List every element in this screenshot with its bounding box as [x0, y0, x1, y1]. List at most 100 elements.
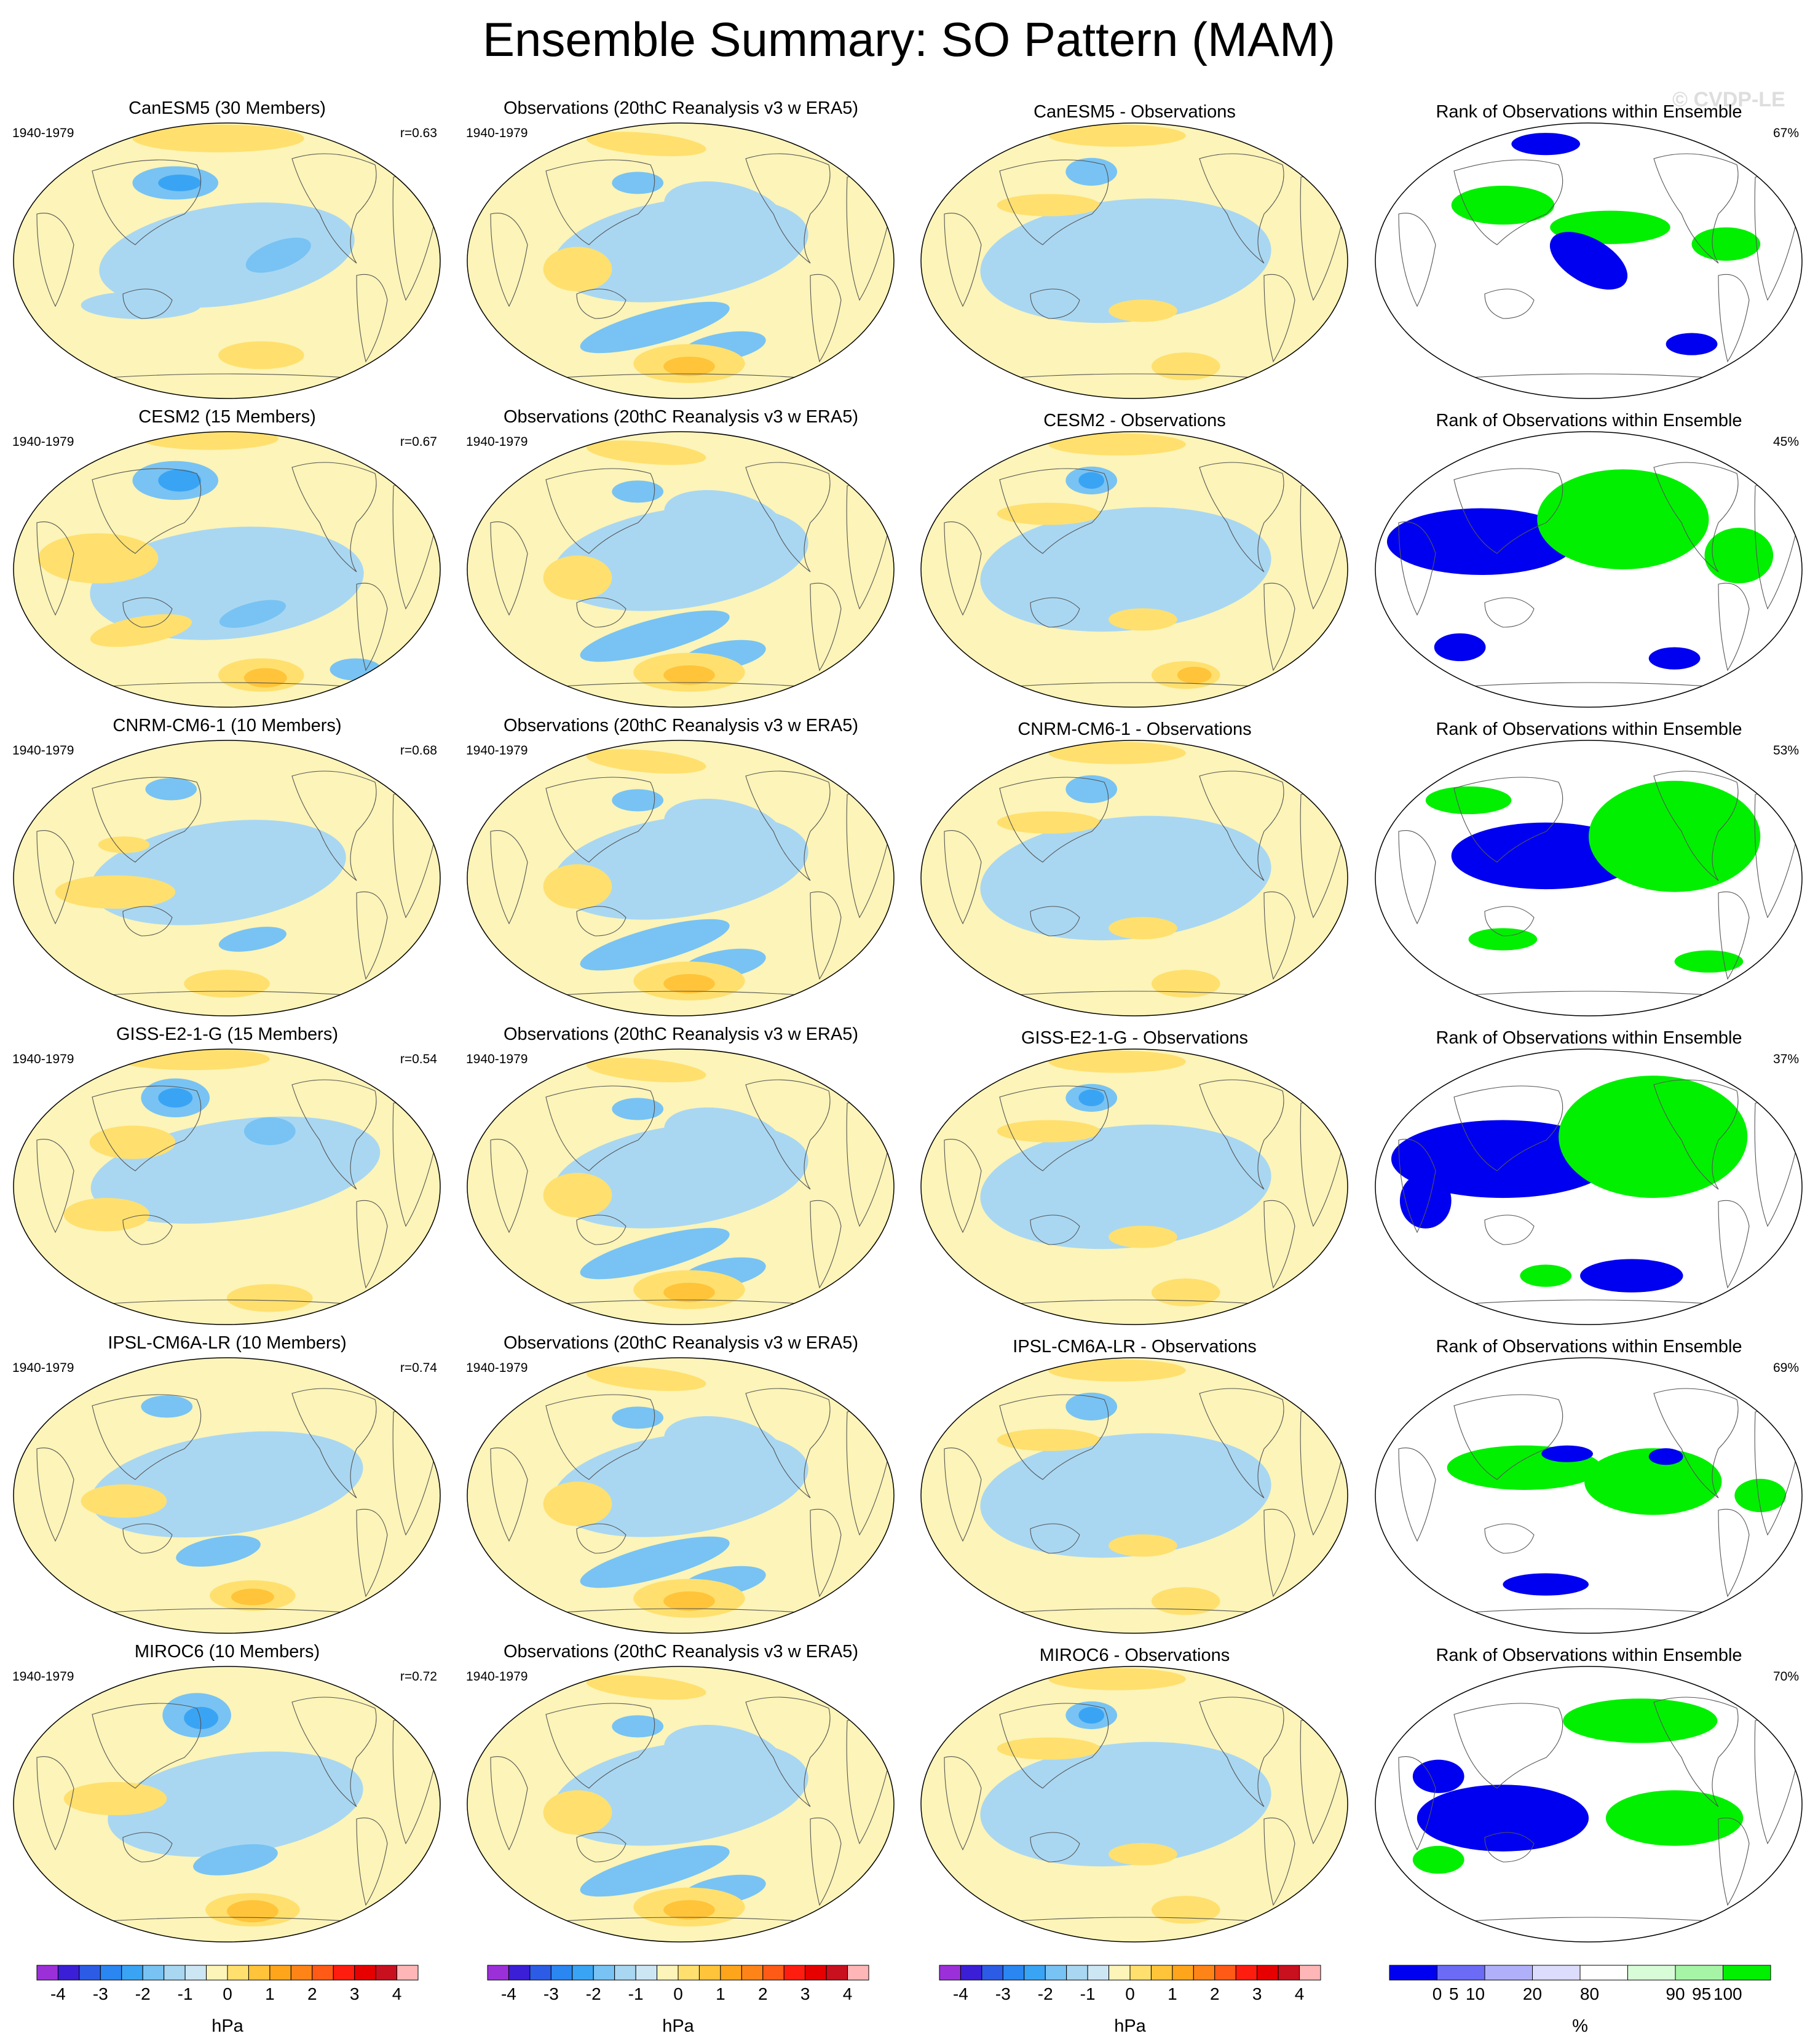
colorbar-swatch — [227, 1965, 249, 1981]
coastline — [527, 991, 836, 998]
field-contour — [1048, 742, 1186, 764]
coastline — [1718, 891, 1750, 980]
diff-panel: MIROC6 - Observations — [907, 1641, 1362, 1949]
diff-panel: GISS-E2-1-G - Observations — [907, 1023, 1362, 1332]
field-contour — [543, 1790, 612, 1835]
colorbar-tick-label: 0 — [1433, 1984, 1442, 2003]
coastline — [1199, 770, 1284, 881]
field-contour — [663, 973, 715, 994]
rank-panel: Rank of Observations within Ensemble 53% — [1362, 715, 1816, 1023]
colorbar-swatch — [981, 1965, 1003, 1981]
coastline — [490, 830, 528, 925]
colorbar-swatch — [57, 1965, 80, 1981]
model-panel: CESM2 (15 Members) 1940-1979 r=0.67 — [0, 406, 454, 715]
field-contour — [132, 124, 304, 153]
coastline — [1653, 1697, 1739, 1807]
field-contour — [1151, 1278, 1220, 1307]
colorbar-swatch — [1109, 1965, 1131, 1981]
coastline — [545, 777, 655, 863]
model-panel: CNRM-CM6-1 (10 Members) 1940-1979 r=0.68 — [0, 715, 454, 1023]
coastline — [1484, 597, 1535, 628]
coastline — [1653, 462, 1739, 572]
model-map — [13, 740, 441, 1016]
coastline — [92, 777, 202, 863]
rank-map — [1375, 1666, 1803, 1943]
colorbar-swatch — [960, 1965, 982, 1981]
field-contour — [1666, 333, 1718, 355]
field-contour — [1399, 1173, 1452, 1229]
pattern-correlation: r=0.63 — [400, 126, 437, 140]
coastline — [92, 1703, 202, 1789]
colorbar-swatch — [1066, 1965, 1088, 1981]
coastline — [92, 1085, 202, 1171]
coastline — [745, 1388, 831, 1499]
coastline — [36, 521, 74, 616]
field-contour — [1109, 299, 1177, 322]
coastline — [356, 1508, 388, 1598]
colorbar-swatch — [847, 1965, 869, 1981]
watermark-text: © CVDP-LE — [1672, 88, 1785, 111]
coastline — [545, 1394, 655, 1480]
field-contour — [997, 1428, 1101, 1451]
field-contour — [245, 237, 311, 273]
coastline — [1398, 1139, 1436, 1234]
colorbar-tick-label: 2 — [1210, 1984, 1220, 2003]
pattern-correlation: r=0.74 — [400, 1361, 437, 1375]
rank-colorbar: 0 5 10 20 80 90 95 100% — [1383, 1964, 1777, 2044]
field-contour — [664, 1416, 783, 1475]
coastline — [1453, 777, 1563, 863]
coastline — [36, 1756, 74, 1851]
field-contour — [612, 480, 664, 503]
coastline — [999, 777, 1109, 863]
field-contour — [1580, 1259, 1683, 1293]
field-contour — [997, 502, 1101, 525]
coastline — [1435, 373, 1744, 381]
field-contour — [586, 1058, 706, 1083]
coastline — [490, 1448, 528, 1542]
coastline — [122, 1523, 173, 1554]
obs-map — [467, 740, 895, 1016]
field-contour — [1417, 1785, 1589, 1852]
diff-panel-title: IPSL-CM6A-LR - Observations — [1013, 1337, 1257, 1357]
map-outline — [1375, 122, 1803, 399]
field-contour — [184, 1706, 219, 1729]
coastline — [490, 521, 528, 616]
field-contour — [98, 836, 150, 854]
field-contour — [90, 526, 364, 640]
field-contour — [63, 1198, 150, 1232]
rank-panel: Rank of Observations within Ensemble 45% — [1362, 406, 1816, 715]
coastline — [981, 1299, 1289, 1307]
period-label: 1940-1979 — [466, 435, 528, 449]
colorbar-swatch — [1214, 1965, 1236, 1981]
coastline — [1199, 1079, 1284, 1190]
colorbar-swatch — [593, 1965, 615, 1981]
rank-map — [1375, 122, 1803, 399]
coastline — [1653, 1079, 1739, 1190]
field-contour — [1078, 1089, 1105, 1106]
colorbar-tick-label: -4 — [501, 1984, 516, 2003]
colorbar-swatch — [79, 1965, 101, 1981]
coastline — [944, 1139, 982, 1234]
field-contour — [218, 927, 287, 952]
colorbar-swatch — [572, 1965, 594, 1981]
coastline — [122, 1214, 173, 1245]
model-map — [13, 1048, 441, 1325]
obs-panel: Observations (20thC Reanalysis v3 w ERA5… — [454, 1023, 908, 1332]
colorbar-tick-label: 95 — [1692, 1984, 1711, 2003]
colorbar-swatch — [1150, 1965, 1173, 1981]
field-contour — [63, 1781, 167, 1816]
rank-panel: Rank of Observations within Ensemble 70% — [1362, 1641, 1816, 1949]
colorbar-swatch — [1437, 1965, 1485, 1981]
field-contour — [543, 864, 612, 909]
coastline — [490, 1139, 528, 1234]
colorbar-tick-label: 3 — [800, 1984, 810, 2003]
obs-panel-title: Observations (20thC Reanalysis v3 w ERA5… — [503, 716, 858, 735]
map-outline — [920, 740, 1348, 1016]
field-contour — [980, 815, 1271, 941]
coastline — [92, 159, 202, 245]
field-contour — [55, 875, 176, 909]
model-panel-title: CESM2 (15 Members) — [138, 407, 316, 427]
colorbar-tick-label: 80 — [1580, 1984, 1599, 2003]
map-outline — [467, 1666, 895, 1943]
rank-panel-title: Rank of Observations within Ensemble — [1436, 719, 1742, 739]
